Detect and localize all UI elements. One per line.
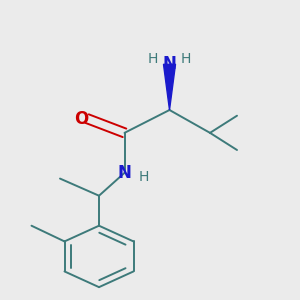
Polygon shape bbox=[164, 64, 175, 110]
Text: H: H bbox=[181, 52, 191, 66]
Text: N: N bbox=[118, 164, 131, 182]
Text: H: H bbox=[148, 52, 158, 66]
Text: N: N bbox=[163, 55, 176, 73]
Text: O: O bbox=[74, 110, 89, 128]
Text: H: H bbox=[139, 170, 149, 184]
